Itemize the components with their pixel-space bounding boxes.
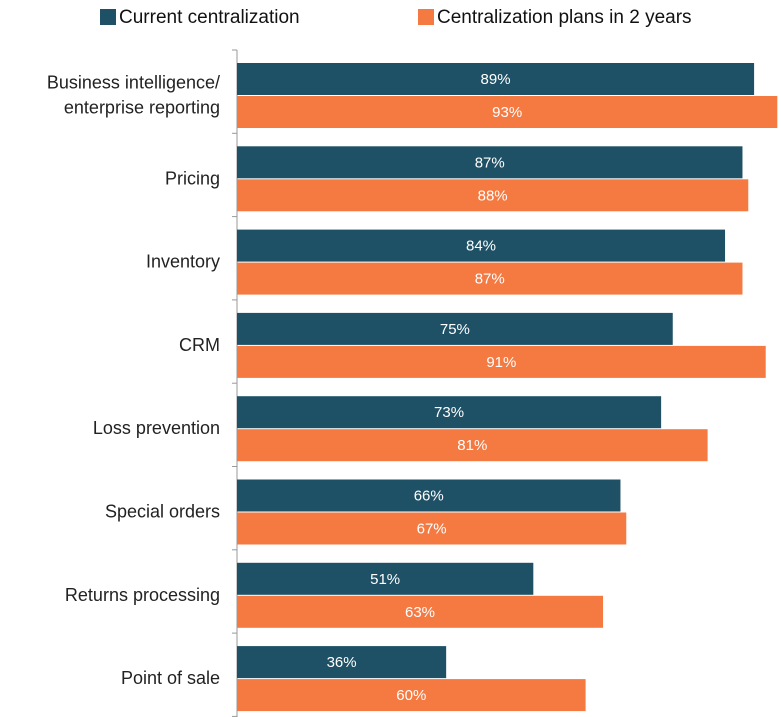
legend-label: Current centralization bbox=[119, 7, 300, 28]
bar bbox=[237, 312, 673, 345]
bar bbox=[237, 179, 749, 212]
bar bbox=[237, 396, 662, 429]
value-label: 75% bbox=[440, 321, 470, 338]
value-label: 88% bbox=[478, 187, 508, 204]
bar bbox=[237, 595, 604, 628]
value-label: 63% bbox=[405, 604, 435, 621]
category-label: Loss prevention bbox=[93, 418, 220, 438]
bar bbox=[237, 479, 621, 512]
bar bbox=[237, 63, 755, 95]
bar bbox=[237, 512, 627, 545]
legend-label: Centralization plans in 2 years bbox=[437, 7, 692, 28]
category-label: Pricing bbox=[165, 168, 220, 188]
bar bbox=[237, 562, 534, 595]
category-label: Inventory bbox=[146, 251, 220, 271]
legend-swatch bbox=[100, 9, 116, 25]
value-label: 60% bbox=[396, 687, 426, 704]
value-label: 81% bbox=[457, 437, 487, 454]
bar bbox=[237, 229, 726, 262]
value-label: 36% bbox=[327, 654, 357, 671]
category-label: Business intelligence/enterprise reporti… bbox=[47, 72, 220, 117]
category-label: Returns processing bbox=[65, 585, 220, 605]
bar bbox=[237, 96, 778, 128]
value-label: 93% bbox=[492, 104, 522, 121]
value-label: 87% bbox=[475, 271, 505, 288]
value-label: 51% bbox=[370, 571, 400, 588]
bar bbox=[237, 646, 447, 679]
value-label: 73% bbox=[434, 404, 464, 421]
bar bbox=[237, 429, 708, 462]
value-label: 84% bbox=[466, 238, 496, 255]
bar bbox=[237, 146, 743, 179]
category-label: Point of sale bbox=[121, 668, 220, 688]
category-label: Special orders bbox=[105, 501, 220, 521]
bar bbox=[237, 679, 586, 712]
value-label: 91% bbox=[486, 354, 516, 371]
category-label: CRM bbox=[179, 335, 220, 355]
legend-swatch bbox=[418, 9, 434, 25]
bar bbox=[237, 262, 743, 295]
bar bbox=[237, 345, 766, 378]
value-label: 89% bbox=[481, 71, 511, 88]
value-label: 67% bbox=[417, 520, 447, 537]
value-label: 66% bbox=[414, 487, 444, 504]
value-label: 87% bbox=[475, 154, 505, 171]
